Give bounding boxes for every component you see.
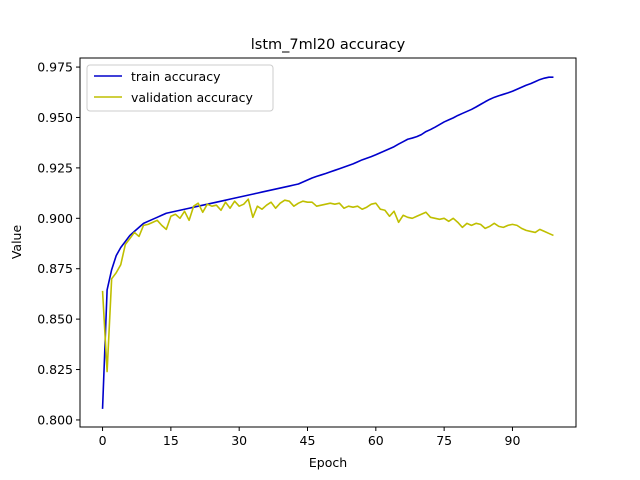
plot-frame	[79, 57, 577, 428]
series-line-validation-accuracy	[101, 198, 554, 373]
series-layer	[101, 76, 554, 409]
x-tick-label: 15	[163, 433, 179, 448]
x-axis: 0 15 30 45 60 75 90	[99, 427, 521, 448]
y-axis-label: Value	[9, 225, 24, 260]
y-axis: 0.800 0.825 0.850 0.875 0.900 0.925 0.950 0.975	[37, 60, 80, 427]
legend-label-validation-accuracy: validation accuracy	[131, 90, 254, 105]
legend-label-train-accuracy: train accuracy	[131, 69, 221, 84]
legend: train accuracy validation accuracy	[86, 64, 274, 112]
x-tick-label: 90	[505, 433, 521, 448]
x-tick-label: 45	[300, 433, 316, 448]
series-line-train-accuracy	[101, 76, 554, 409]
legend-box	[86, 64, 274, 112]
x-tick-label: 0	[99, 433, 107, 448]
y-tick-label: 0.850	[37, 312, 73, 327]
plot-area	[79, 57, 577, 428]
x-axis-label: Epoch	[309, 455, 347, 470]
y-tick-label: 0.900	[37, 211, 73, 226]
x-tick-label: 75	[436, 433, 452, 448]
y-tick-label: 0.950	[37, 110, 73, 125]
y-tick-label: 0.800	[37, 412, 73, 427]
x-tick-label: 30	[231, 433, 247, 448]
y-tick-label: 0.975	[37, 60, 73, 75]
y-tick-label: 0.875	[37, 261, 73, 276]
x-tick-label: 60	[368, 433, 384, 448]
y-tick-label: 0.825	[37, 362, 73, 377]
chart-title: lstm_7ml20 accuracy	[251, 37, 406, 53]
y-tick-label: 0.925	[37, 160, 73, 175]
